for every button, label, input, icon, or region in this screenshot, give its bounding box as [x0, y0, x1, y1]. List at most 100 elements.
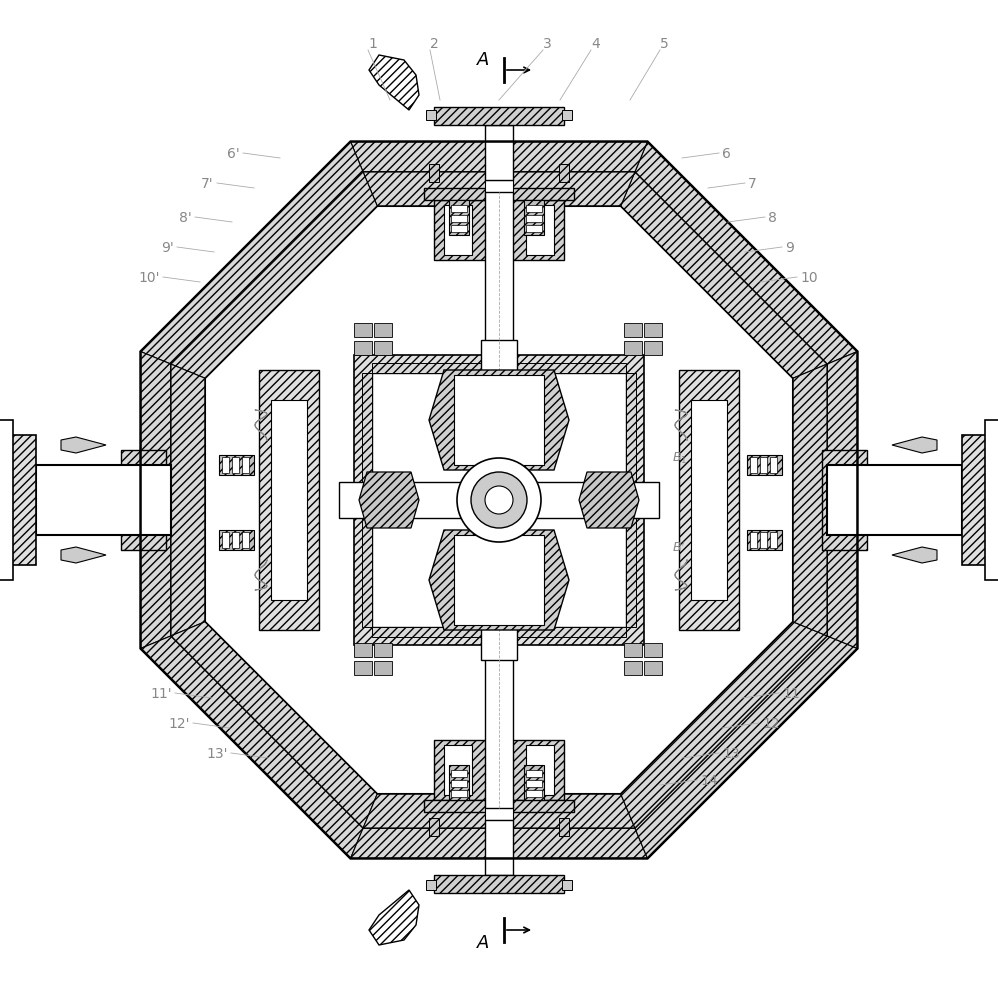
Bar — [562, 880, 572, 890]
Polygon shape — [892, 547, 937, 563]
Polygon shape — [369, 55, 419, 110]
Bar — [372, 373, 626, 627]
Bar — [644, 661, 662, 675]
Polygon shape — [579, 472, 639, 528]
Polygon shape — [369, 890, 419, 945]
Text: 3: 3 — [543, 37, 552, 51]
Polygon shape — [792, 364, 827, 636]
Bar — [624, 661, 642, 675]
Circle shape — [485, 486, 513, 514]
Polygon shape — [827, 352, 857, 648]
Text: 12': 12' — [169, 717, 190, 731]
Bar — [0, 420, 13, 580]
Bar — [374, 643, 392, 657]
Bar — [339, 482, 659, 518]
Bar — [451, 215, 467, 222]
Bar — [481, 340, 517, 660]
Text: 6: 6 — [722, 147, 731, 161]
Bar — [624, 323, 642, 337]
Text: 10: 10 — [800, 271, 817, 285]
Bar — [222, 457, 229, 473]
Bar — [747, 530, 782, 550]
Text: 7: 7 — [748, 177, 756, 191]
Bar — [451, 225, 467, 232]
Bar — [526, 215, 542, 222]
Text: 2: 2 — [430, 37, 439, 51]
Text: 7': 7' — [202, 177, 214, 191]
Bar — [354, 323, 372, 337]
Bar — [434, 875, 564, 893]
Text: 5: 5 — [660, 37, 669, 51]
Text: A: A — [477, 51, 489, 69]
Bar — [562, 110, 572, 120]
Bar — [770, 457, 777, 473]
Bar — [36, 465, 171, 535]
Bar — [985, 420, 998, 580]
Bar — [232, 457, 239, 473]
Polygon shape — [635, 636, 857, 858]
Polygon shape — [635, 142, 857, 364]
Bar — [449, 200, 469, 235]
Bar — [451, 770, 467, 777]
Bar — [644, 643, 662, 657]
Polygon shape — [621, 622, 827, 828]
Bar — [644, 323, 662, 337]
Bar — [424, 800, 574, 812]
Bar — [526, 790, 542, 797]
Bar — [526, 225, 542, 232]
Polygon shape — [141, 636, 363, 858]
Bar — [485, 180, 513, 200]
Bar — [644, 341, 662, 355]
Bar — [374, 661, 392, 675]
Bar — [444, 205, 472, 255]
Text: $B'$: $B'$ — [672, 540, 686, 555]
Bar — [524, 765, 544, 800]
Bar — [354, 355, 644, 645]
Bar — [750, 532, 757, 548]
Polygon shape — [141, 352, 171, 648]
Bar — [770, 532, 777, 548]
Text: 8: 8 — [768, 211, 776, 225]
Bar — [429, 164, 439, 182]
Text: 9: 9 — [785, 241, 793, 255]
Bar — [259, 370, 319, 630]
Text: 10': 10' — [139, 271, 160, 285]
Bar — [559, 164, 569, 182]
Bar — [444, 745, 472, 795]
Circle shape — [457, 458, 541, 542]
Bar — [485, 192, 513, 808]
Bar — [526, 745, 554, 795]
Bar — [429, 818, 439, 836]
Polygon shape — [429, 370, 569, 470]
Bar — [362, 373, 372, 627]
Bar — [426, 110, 436, 120]
Bar — [626, 373, 636, 627]
Bar — [354, 643, 372, 657]
Polygon shape — [363, 172, 635, 206]
Polygon shape — [429, 530, 569, 630]
Bar — [374, 323, 392, 337]
Polygon shape — [61, 547, 106, 563]
Bar — [372, 363, 626, 373]
Bar — [822, 450, 867, 550]
Text: 11': 11' — [151, 687, 172, 701]
Polygon shape — [892, 437, 937, 453]
Bar — [372, 627, 626, 637]
Bar — [242, 457, 249, 473]
Bar — [526, 205, 542, 212]
Bar — [526, 770, 542, 777]
Polygon shape — [359, 472, 419, 528]
Bar — [485, 800, 513, 820]
Bar — [271, 400, 307, 600]
Bar — [827, 465, 962, 535]
Bar — [242, 532, 249, 548]
Bar — [454, 535, 544, 625]
Text: A: A — [477, 934, 489, 952]
Text: 12: 12 — [762, 717, 779, 731]
Polygon shape — [363, 794, 635, 828]
Bar — [354, 661, 372, 675]
Polygon shape — [350, 142, 648, 172]
Bar — [485, 125, 513, 180]
Bar — [962, 435, 987, 565]
Bar — [11, 435, 36, 565]
